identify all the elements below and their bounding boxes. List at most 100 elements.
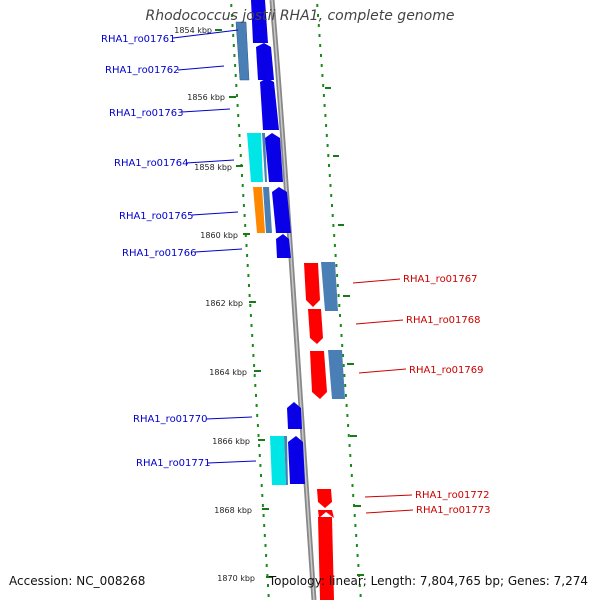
scale-tick-1854: 1854 kbp [174, 26, 222, 35]
track-guide-dot [337, 294, 340, 297]
feature-steel-2[interactable] [262, 133, 267, 182]
track-guide-dot [263, 534, 266, 537]
track-guide-dot [248, 284, 250, 287]
map-title: Rhodococcus jostii RHA1, complete genome [145, 8, 455, 24]
track-guide-dot [347, 424, 350, 427]
track-guide-dot [241, 184, 244, 187]
genome-summary: Topology: linear; Length: 7,804,765 bp; … [268, 574, 588, 588]
gene-label-ro01771[interactable]: RHA1_ro01771 [136, 458, 211, 469]
track-guide-dot [244, 224, 247, 227]
feature-steel-3[interactable] [263, 187, 272, 233]
track-guide-dot [319, 44, 322, 47]
scale-tick-1864: 1864 kbp [209, 368, 261, 377]
scale-tick-label: 1862 kbp [205, 299, 243, 308]
track-guide-dot [325, 134, 328, 137]
gene-label-ro01765[interactable]: RHA1_ro01765 [119, 211, 194, 222]
track-guide-dot [266, 574, 269, 577]
track-guide-dot [336, 284, 339, 287]
track-guide-dot [248, 294, 251, 297]
gene-label-ro01763[interactable]: RHA1_ro01763 [109, 108, 184, 119]
gene-label-ro01761[interactable]: RHA1_ro01761 [101, 34, 176, 45]
feature-cyan-1[interactable] [247, 133, 263, 182]
track-guide-dot [255, 394, 257, 397]
track-guide-dot [329, 184, 332, 187]
gene-ro01765[interactable] [272, 187, 291, 233]
scale-tick-label: 1858 kbp [194, 163, 232, 172]
track-guide-dot [252, 354, 255, 357]
track-guide-dot [359, 594, 362, 597]
track-guide-dot [317, 14, 319, 17]
gene-label-ro01764[interactable]: RHA1_ro01764 [114, 158, 189, 169]
gene-ro01764[interactable] [265, 133, 283, 182]
track-guide-dot [249, 314, 252, 317]
gene-ro01761[interactable] [251, 0, 268, 43]
gene-label-ro01773[interactable]: RHA1_ro01773 [416, 505, 491, 516]
scale-tick-1860: 1860 kbp [200, 231, 250, 240]
track-guide-dot [246, 264, 249, 267]
track-guide-dot [356, 554, 359, 557]
track-guide-dot [327, 154, 330, 157]
gene-label-ro01767[interactable]: RHA1_ro01767 [403, 274, 478, 285]
track-guide-dot [236, 94, 238, 97]
gene-ro01768[interactable] [308, 309, 323, 344]
track-guide-dot [251, 334, 254, 337]
track-guide-dot [261, 504, 264, 507]
track-guide-dot [267, 584, 269, 587]
feature-steel-6[interactable] [328, 350, 345, 399]
track-guide-dot [253, 374, 256, 377]
track-guide-dot [257, 434, 260, 437]
track-guide-dot [325, 124, 328, 127]
track-guide-dot [239, 154, 242, 157]
gene-ro01771[interactable] [288, 436, 305, 484]
track-guide-dot [321, 74, 324, 77]
gene-label-ro01762[interactable]: RHA1_ro01762 [105, 65, 180, 76]
gene-label-ro01772[interactable]: RHA1_ro01772 [415, 490, 490, 501]
track-guide-dot [338, 304, 341, 307]
track-guide-dot [316, 4, 319, 7]
gene-ro01762[interactable] [256, 43, 274, 80]
track-guide-dot [352, 494, 355, 497]
gene-ro01769[interactable] [310, 351, 327, 399]
track-guide-dot [322, 94, 325, 97]
gene-label-ro01766[interactable]: RHA1_ro01766 [122, 248, 197, 259]
track-guide-dot [263, 524, 266, 527]
track-guide-dot [339, 314, 341, 317]
gene-ro01774[interactable] [318, 517, 334, 600]
forward-labels: RHA1_ro01761 RHA1_ro01762 RHA1_ro01763 R… [101, 29, 257, 469]
gene-label-ro01768[interactable]: RHA1_ro01768 [406, 315, 481, 326]
track-guide-dot [353, 514, 356, 517]
scale-tick-label: 1864 kbp [209, 368, 247, 377]
track-guide-dot [260, 484, 263, 487]
track-guide-dot [242, 194, 245, 197]
track-guide-dot [344, 384, 347, 387]
feature-orange-1[interactable] [253, 187, 265, 233]
scale-tick-1870: 1870 kbp [217, 574, 273, 583]
gene-ro01763[interactable] [260, 78, 279, 130]
track-guide-dot [328, 164, 330, 167]
feature-cyan-2[interactable] [270, 436, 286, 485]
feature-steel-4[interactable] [284, 436, 288, 485]
feature-steel-1[interactable] [235, 21, 250, 81]
track-guide-dot [235, 84, 238, 87]
track-guide-dot [239, 144, 242, 147]
track-guide-dot [256, 424, 259, 427]
reverse-genes [304, 263, 334, 600]
gene-ro01772[interactable] [317, 489, 332, 508]
track-guide-dot [241, 174, 243, 177]
gene-ro01773[interactable] [318, 510, 334, 518]
track-guide-dot [322, 84, 325, 87]
track-guide-dot [341, 344, 344, 347]
scale-tick-label: 1868 kbp [214, 506, 252, 515]
track-guide-dot [344, 394, 347, 397]
gene-ro01766[interactable] [276, 234, 291, 258]
gene-ro01770[interactable] [287, 402, 302, 429]
gene-label-ro01769[interactable]: RHA1_ro01769 [409, 365, 484, 376]
gene-label-ro01770[interactable]: RHA1_ro01770 [133, 414, 208, 425]
track-guide-dot [260, 474, 262, 477]
track-guide-dot [261, 494, 264, 497]
feature-steel-5[interactable] [321, 262, 338, 311]
track-guide-dot [320, 64, 323, 67]
gene-ro01767[interactable] [304, 263, 320, 307]
track-guide-dot [347, 434, 350, 437]
track-guide-dot [251, 344, 254, 347]
